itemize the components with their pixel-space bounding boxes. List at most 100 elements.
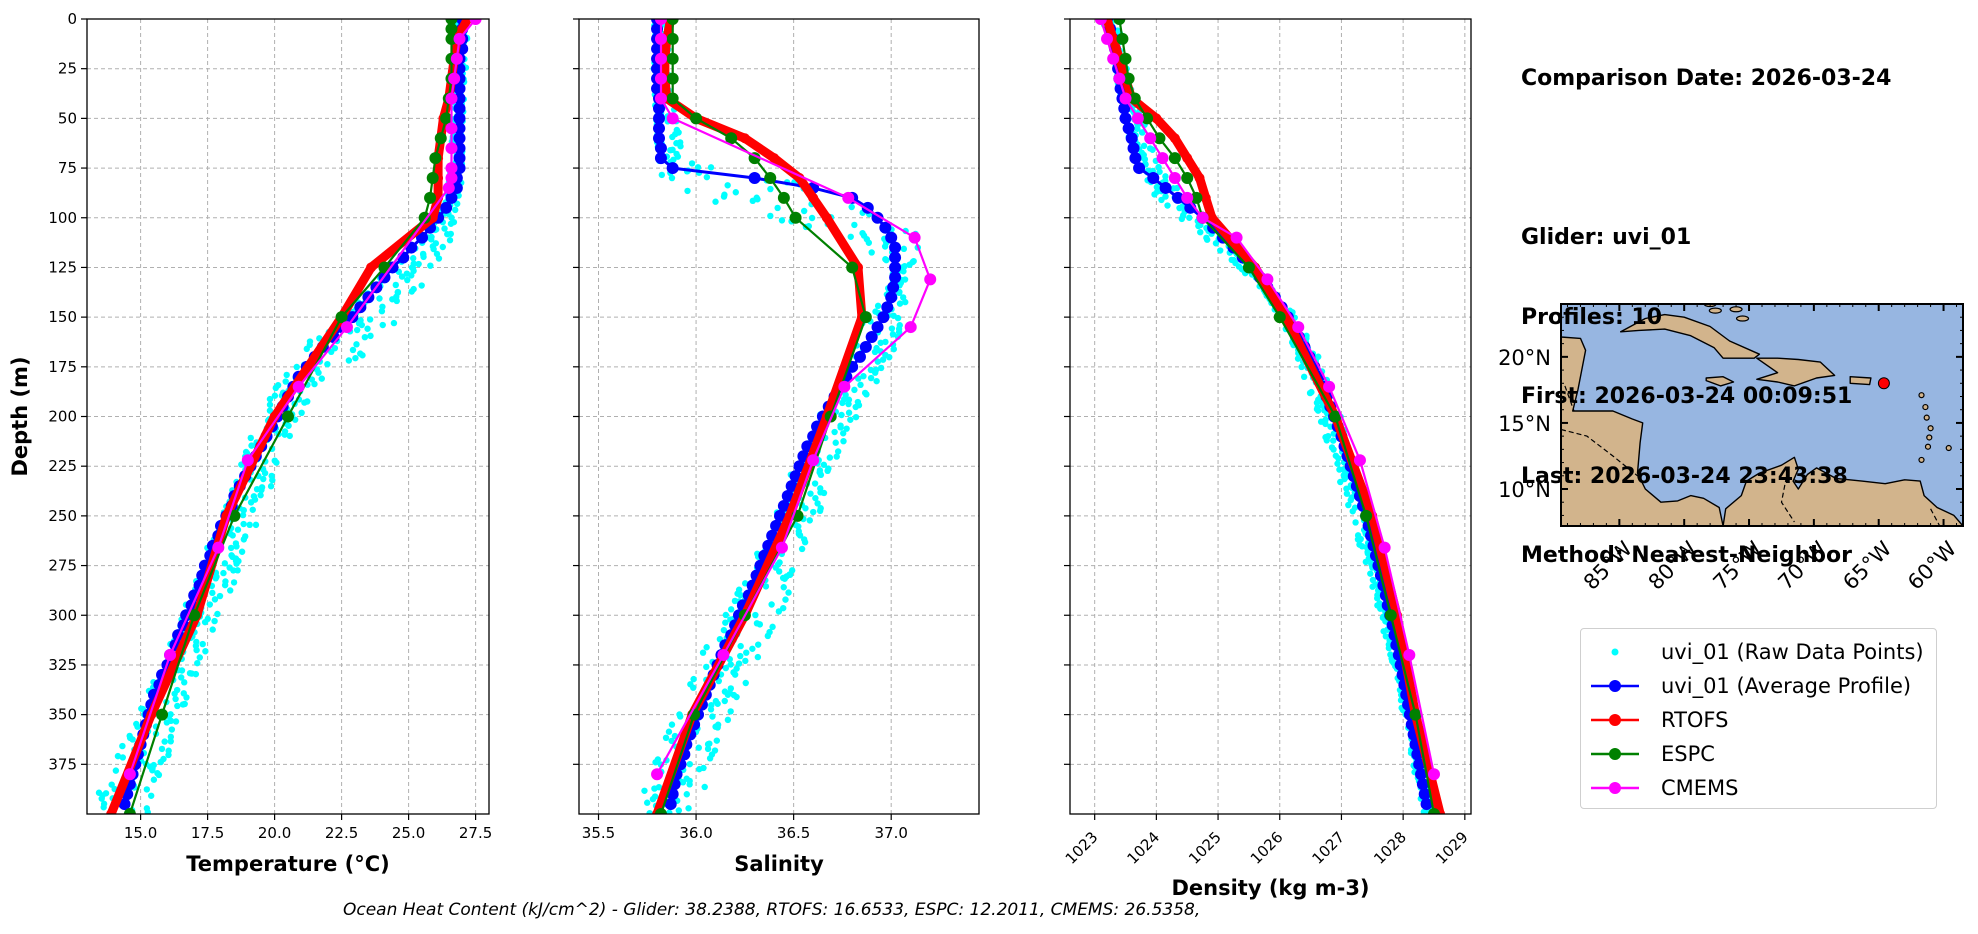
temperature-raw-point: [451, 206, 459, 214]
border-1: [1564, 385, 1575, 412]
density-series-espc-marker: [1153, 132, 1166, 145]
temperature-series-espc-marker: [424, 191, 437, 204]
salinity-series-espc-marker: [666, 19, 679, 25]
density-frame: [1069, 18, 1472, 815]
temperature-series-espc-marker: [228, 509, 241, 522]
border-3: [1780, 469, 1795, 523]
salinity-raw-point: [889, 331, 897, 338]
density-series-uvi-01-average-profile-marker: [1416, 778, 1429, 791]
salinity-series-uvi-01-average-profile-marker: [653, 112, 665, 125]
border-4: [1930, 508, 1941, 526]
salinity-raw-point: [720, 193, 728, 200]
salinity-raw-point: [724, 716, 732, 724]
salinity-raw-point: [677, 713, 684, 720]
temperature-raw-point: [143, 786, 151, 793]
temperature-series-cmems-marker: [450, 52, 463, 65]
temperature-plot-area: [95, 19, 482, 814]
temperature-series-uvi-01-average-profile-marker: [453, 102, 466, 115]
temperature-raw-point: [446, 237, 454, 244]
density-series-espc-marker: [1128, 92, 1141, 105]
temperature-raw-point: [258, 486, 265, 494]
density-raw-point: [1217, 247, 1224, 254]
density-series-rtofs-marker: [1200, 192, 1211, 203]
temperature-raw-point: [163, 719, 171, 726]
temperature-raw-point: [112, 767, 120, 774]
salinity-raw-point: [877, 364, 885, 372]
salinity-raw-point: [754, 653, 762, 661]
salinity-raw-point: [690, 684, 697, 691]
temperature-series-uvi-01-average-profile-marker: [453, 132, 466, 145]
temperature-raw-point: [345, 357, 353, 364]
salinity-series-cmems-marker: [924, 273, 937, 286]
temperature-raw-point: [98, 795, 105, 802]
salinity-raw-point: [709, 713, 716, 720]
land-cuba: [1619, 313, 1761, 359]
temperature-raw-point: [349, 346, 357, 354]
salinity-raw-point: [832, 439, 839, 446]
salinity-raw-point: [837, 424, 844, 431]
salinity-raw-point: [668, 737, 675, 745]
temperature-raw-point: [227, 587, 234, 594]
temperature-raw-point: [311, 380, 318, 388]
temperature-series-cmems-marker: [445, 162, 458, 175]
temperature-series-espc-marker: [335, 311, 348, 324]
density-raw-point: [1334, 460, 1341, 467]
temperature-series-espc-marker: [156, 708, 169, 721]
legend-label-rtofs: RTOFS: [1661, 708, 1729, 732]
salinity-raw-point: [817, 471, 825, 479]
salinity-raw-point: [720, 626, 728, 634]
salinity-series-espc-marker: [666, 92, 679, 105]
density-raw-point: [1156, 168, 1163, 175]
info-spacer: [1521, 146, 1891, 173]
glider-location-marker: [1877, 377, 1890, 390]
salinity-raw-point: [824, 467, 831, 475]
density-series-uvi-01-average-profile-marker: [1125, 132, 1138, 145]
temperature-raw-point: [165, 751, 172, 759]
salinity-raw-point: [679, 779, 687, 786]
temperature-raw-point: [179, 701, 187, 708]
salinity-series-rtofs-marker: [808, 192, 819, 203]
temperature-raw-point: [119, 742, 126, 750]
density-raw-point: [1134, 125, 1141, 132]
salinity-raw-point: [686, 760, 693, 768]
salinity-raw-point: [743, 649, 750, 656]
temperature-raw-point: [358, 321, 365, 329]
salinity-raw-point: [894, 314, 902, 322]
temperature-series-cmems-marker: [164, 649, 177, 661]
temperature-raw-point: [357, 350, 364, 357]
temperature-raw-point: [393, 297, 400, 305]
density-raw-point: [1349, 508, 1356, 515]
salinity-raw-point: [731, 671, 739, 678]
salinity-series-cmems-marker: [654, 19, 667, 25]
panel-density: 1023 1024 1025 1026 1027 1028 1029 Density (kg …: [1062, 18, 1472, 900]
salinity-raw-point: [812, 494, 819, 502]
salinity-raw-point: [820, 489, 828, 497]
land-hispaniola: [1756, 357, 1836, 387]
temperature-series-cmems-marker: [453, 32, 466, 45]
salinity-series-rtofs-marker: [739, 133, 750, 144]
salinity-raw-point: [756, 621, 764, 628]
temperature-raw-point: [196, 654, 203, 661]
legend-symbol-espc: [1591, 748, 1639, 760]
first-time: First: 2026-03-24 00:09:51: [1521, 384, 1853, 409]
temperature-raw-point: [444, 230, 451, 238]
land-puerto-rico: [1849, 376, 1872, 386]
density-series-espc-marker: [1242, 261, 1255, 274]
density-raw-point: [1197, 228, 1204, 236]
temperature-raw-point: [178, 674, 185, 681]
salinity-series-uvi-01-average-profile-marker: [887, 281, 900, 294]
density-raw-point: [1298, 363, 1305, 371]
temperature-series-rtofs-marker: [427, 212, 438, 223]
temperature-series-espc-marker: [418, 211, 431, 224]
salinity-series-uvi-01-average-profile: [651, 19, 902, 811]
salinity-series-cmems-marker: [666, 112, 679, 125]
density-series-uvi-01-average-profile-marker: [1159, 181, 1172, 194]
panel-temperature: 0 25 50 75 100 125 150 175 200 225 250 275 300 325 350…: [8, 10, 492, 876]
salinity-raw-point: [807, 490, 814, 497]
temperature-raw-point: [221, 560, 229, 567]
density-series-cmems-marker: [1156, 152, 1169, 165]
salinity-raw-point: [840, 437, 847, 445]
temperature-raw-point: [126, 734, 134, 742]
density-series-uvi-01-average-profile-marker: [1147, 172, 1160, 184]
